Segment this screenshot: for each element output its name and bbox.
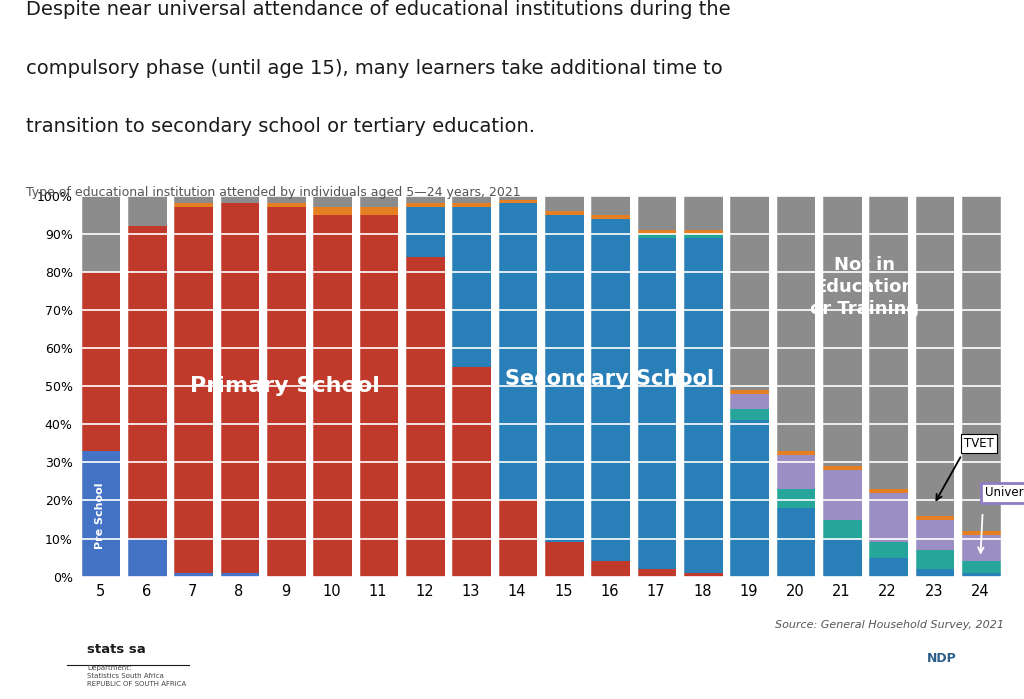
Bar bbox=[821, 470, 862, 519]
Text: NDP: NDP bbox=[927, 652, 957, 665]
Bar bbox=[636, 196, 677, 230]
Bar bbox=[728, 196, 769, 390]
Bar bbox=[867, 489, 908, 493]
Bar bbox=[311, 215, 352, 577]
Bar bbox=[543, 196, 584, 211]
Text: TVET: TVET bbox=[965, 437, 994, 450]
Bar bbox=[867, 542, 908, 558]
Bar bbox=[80, 272, 121, 451]
Bar bbox=[636, 233, 677, 238]
Bar bbox=[403, 203, 444, 207]
Bar bbox=[403, 257, 444, 577]
Bar bbox=[589, 219, 630, 561]
Bar bbox=[682, 230, 723, 233]
Bar bbox=[913, 519, 954, 550]
Bar bbox=[357, 196, 398, 207]
Bar bbox=[774, 455, 815, 489]
Bar bbox=[589, 561, 630, 577]
Bar bbox=[821, 196, 862, 466]
Bar bbox=[451, 203, 492, 207]
Bar bbox=[682, 192, 723, 230]
Text: compulsory phase (until age 15), many learners take additional time to: compulsory phase (until age 15), many le… bbox=[26, 59, 722, 78]
Bar bbox=[403, 196, 444, 203]
Bar bbox=[311, 207, 352, 215]
Bar bbox=[497, 199, 538, 203]
Bar bbox=[682, 573, 723, 577]
Text: Type of educational institution attended by individuals aged 5—24 years, 2021: Type of educational institution attended… bbox=[26, 186, 520, 199]
Text: stats sa: stats sa bbox=[87, 642, 145, 656]
Bar bbox=[682, 233, 723, 238]
Bar bbox=[867, 493, 908, 542]
Bar bbox=[959, 535, 1000, 561]
Bar bbox=[357, 207, 398, 215]
Bar bbox=[172, 203, 213, 207]
Bar bbox=[774, 451, 815, 455]
Bar bbox=[126, 226, 167, 538]
Bar bbox=[821, 538, 862, 577]
Bar bbox=[451, 207, 492, 367]
Bar bbox=[172, 573, 213, 577]
Bar bbox=[126, 196, 167, 226]
Bar bbox=[80, 451, 121, 577]
Bar bbox=[357, 215, 398, 577]
Bar bbox=[959, 531, 1000, 535]
Bar bbox=[543, 211, 584, 215]
Bar bbox=[497, 196, 538, 199]
Bar bbox=[728, 421, 769, 577]
Text: Source: General Household Survey, 2021: Source: General Household Survey, 2021 bbox=[774, 621, 1004, 630]
Bar bbox=[589, 215, 630, 219]
Bar bbox=[451, 367, 492, 577]
Text: Despite near universal attendance of educational institutions during the: Despite near universal attendance of edu… bbox=[26, 0, 730, 19]
Bar bbox=[728, 390, 769, 394]
Bar bbox=[867, 558, 908, 577]
Bar bbox=[913, 196, 954, 516]
Bar bbox=[403, 207, 444, 257]
Bar bbox=[126, 538, 167, 577]
Bar bbox=[451, 196, 492, 203]
Bar bbox=[913, 569, 954, 577]
Bar bbox=[959, 573, 1000, 577]
Bar bbox=[821, 519, 862, 538]
Bar bbox=[867, 196, 908, 489]
Bar bbox=[774, 508, 815, 577]
Text: Department:
Statistics South Africa
REPUBLIC OF SOUTH AFRICA: Department: Statistics South Africa REPU… bbox=[87, 665, 186, 688]
Bar bbox=[728, 409, 769, 421]
Bar bbox=[774, 489, 815, 508]
Bar bbox=[774, 196, 815, 451]
Bar bbox=[497, 500, 538, 577]
Text: Secondary School: Secondary School bbox=[505, 368, 714, 389]
Bar bbox=[172, 196, 213, 203]
Text: Not in
Education
or Training: Not in Education or Training bbox=[810, 256, 920, 318]
Bar bbox=[636, 230, 677, 233]
Bar bbox=[218, 196, 259, 203]
Bar bbox=[959, 196, 1000, 531]
Bar bbox=[913, 516, 954, 519]
Bar bbox=[218, 203, 259, 573]
Text: Primary School: Primary School bbox=[190, 376, 380, 396]
Bar bbox=[218, 573, 259, 577]
Bar bbox=[959, 561, 1000, 573]
Text: University: University bbox=[985, 487, 1024, 499]
Bar bbox=[543, 215, 584, 542]
Bar bbox=[543, 542, 584, 577]
Bar bbox=[265, 207, 306, 577]
Text: transition to secondary school or tertiary education.: transition to secondary school or tertia… bbox=[26, 117, 535, 136]
Bar bbox=[497, 203, 538, 500]
Bar bbox=[913, 550, 954, 569]
Bar bbox=[821, 466, 862, 470]
Bar bbox=[682, 238, 723, 573]
Bar bbox=[80, 196, 121, 272]
Bar bbox=[311, 196, 352, 207]
Bar bbox=[265, 203, 306, 207]
Bar bbox=[265, 196, 306, 203]
Bar bbox=[728, 394, 769, 409]
Bar bbox=[636, 569, 677, 577]
Text: Pre School: Pre School bbox=[95, 482, 105, 549]
Bar bbox=[589, 196, 630, 215]
Bar bbox=[636, 238, 677, 569]
Bar bbox=[172, 207, 213, 573]
